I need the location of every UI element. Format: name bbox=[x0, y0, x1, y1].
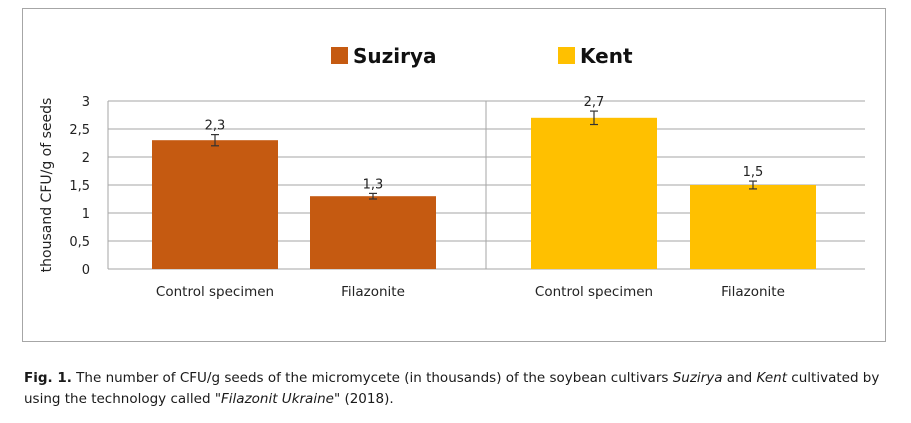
y-tick-label: 2 bbox=[82, 151, 90, 166]
chart-frame: 0 0,5 1 1,5 2 2,5 3 thousand CFU/g of seeds 2,3 C… bbox=[22, 8, 886, 342]
caption-cultivar-1: Suzirya bbox=[672, 370, 723, 386]
bar bbox=[310, 196, 436, 269]
bar bbox=[531, 117, 657, 269]
legend-swatch bbox=[558, 47, 575, 64]
legend-swatch bbox=[331, 47, 348, 64]
x-category-label: Control specimen bbox=[156, 284, 274, 300]
bar bbox=[690, 185, 816, 269]
caption-text-2: and bbox=[722, 370, 757, 386]
caption-text-4: " (2018). bbox=[333, 391, 394, 407]
x-category-label: Control specimen bbox=[535, 284, 653, 300]
data-label: 2,7 bbox=[584, 95, 605, 110]
y-tick-label: 1,5 bbox=[69, 179, 90, 194]
y-tick-label: 0,5 bbox=[69, 235, 90, 250]
y-tick-label: 1 bbox=[82, 207, 90, 222]
figure-label: Fig. 1. bbox=[24, 370, 72, 386]
figure-caption: Fig. 1. The number of CFU/g seeds of the… bbox=[24, 368, 896, 410]
data-label: 1,3 bbox=[363, 177, 384, 192]
bar bbox=[152, 140, 278, 269]
y-axis-title: thousand CFU/g of seeds bbox=[39, 98, 55, 273]
caption-technology: Filazonit Ukraine bbox=[221, 391, 334, 407]
x-category-label: Filazonite bbox=[341, 284, 405, 300]
caption-cultivar-2: Kent bbox=[756, 370, 788, 386]
y-tick-label: 3 bbox=[82, 95, 90, 110]
data-label: 2,3 bbox=[205, 119, 226, 134]
y-tick-label: 0 bbox=[82, 263, 90, 278]
data-label: 1,5 bbox=[743, 165, 764, 180]
caption-text-1: The number of CFU/g seeds of the micromy… bbox=[71, 370, 673, 386]
legend-label: Kent bbox=[580, 44, 633, 68]
caption-text-3: cultivated by using the technology calle… bbox=[24, 370, 880, 407]
x-category-label: Filazonite bbox=[721, 284, 785, 300]
legend-label: Suzirya bbox=[353, 44, 437, 68]
bar-chart: 0 0,5 1 1,5 2 2,5 3 thousand CFU/g of seeds 2,3 C… bbox=[39, 44, 865, 300]
y-tick-label: 2,5 bbox=[69, 123, 90, 138]
